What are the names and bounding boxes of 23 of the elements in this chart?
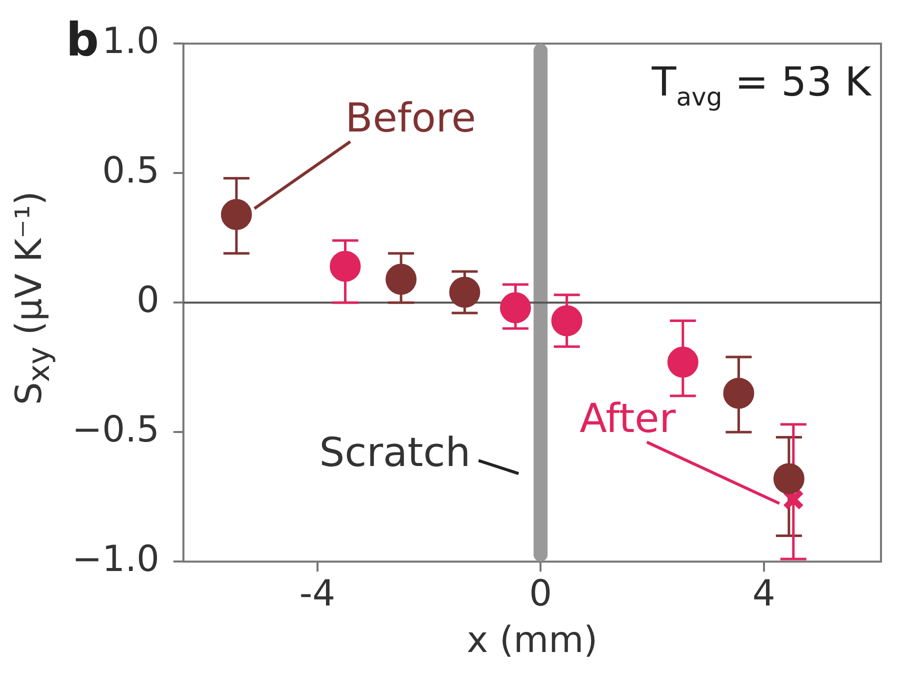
x-tick-label: 4	[752, 574, 776, 615]
y-tick-label: 0	[136, 280, 160, 321]
y-tick-label: −1.0	[72, 538, 160, 580]
point	[773, 463, 804, 494]
text: b	[66, 12, 99, 67]
text: Before	[345, 96, 476, 142]
point	[551, 305, 582, 336]
ref-line-label: Scratch	[319, 430, 471, 476]
x-tick-label: -4	[299, 574, 336, 615]
x-tick-label: 0	[529, 574, 552, 615]
point	[723, 378, 754, 409]
point	[449, 276, 480, 308]
point	[667, 346, 698, 378]
y-tick-label: −0.5	[72, 409, 160, 450]
y-tick-label: 0.5	[102, 150, 160, 192]
point	[782, 488, 804, 510]
x-axis-title: x (mm)	[466, 620, 598, 661]
y-tick-label: 1.0	[102, 20, 160, 62]
point	[500, 292, 531, 324]
point	[386, 264, 417, 295]
point	[330, 250, 361, 282]
point	[220, 199, 252, 230]
text: After	[580, 396, 676, 442]
